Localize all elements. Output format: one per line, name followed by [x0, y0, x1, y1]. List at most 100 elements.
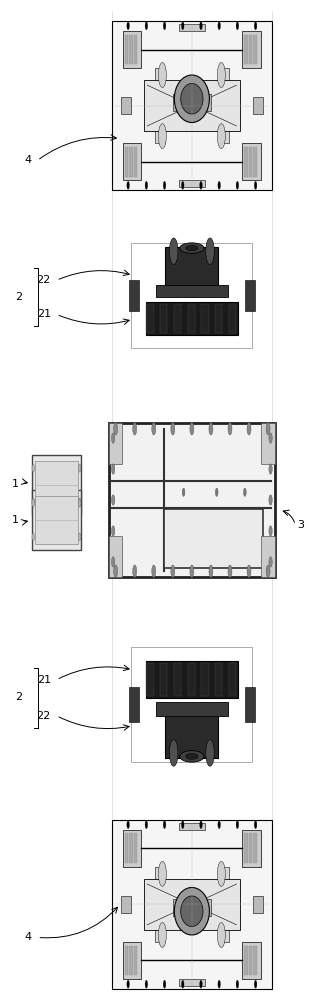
Bar: [129, 833, 133, 863]
Bar: [123, 143, 141, 180]
Bar: [253, 833, 257, 863]
Circle shape: [269, 433, 272, 443]
Ellipse shape: [180, 243, 204, 253]
Bar: [144, 879, 240, 930]
Bar: [179, 979, 204, 986]
Circle shape: [218, 980, 220, 988]
Bar: [121, 97, 131, 114]
Bar: [245, 280, 255, 311]
Circle shape: [114, 565, 118, 577]
Bar: [253, 896, 263, 913]
Bar: [134, 147, 137, 177]
Bar: [129, 35, 133, 64]
Circle shape: [78, 464, 81, 472]
Circle shape: [269, 464, 272, 474]
Circle shape: [181, 22, 184, 30]
Bar: [245, 687, 255, 722]
Circle shape: [247, 565, 251, 577]
Circle shape: [190, 565, 194, 577]
Circle shape: [217, 923, 225, 947]
Bar: [144, 80, 240, 131]
Circle shape: [127, 980, 129, 988]
Bar: [129, 280, 139, 311]
Bar: [156, 702, 228, 716]
Circle shape: [244, 488, 246, 496]
Circle shape: [254, 181, 257, 189]
Circle shape: [215, 488, 218, 496]
Bar: [123, 830, 141, 867]
Bar: [244, 147, 248, 177]
Text: 4: 4: [24, 155, 31, 165]
Circle shape: [127, 22, 129, 30]
Circle shape: [217, 861, 225, 886]
Circle shape: [269, 557, 272, 567]
Bar: [179, 823, 204, 830]
Circle shape: [32, 533, 35, 541]
Circle shape: [200, 22, 202, 30]
Circle shape: [158, 63, 166, 87]
Circle shape: [111, 433, 115, 443]
Bar: [125, 35, 128, 64]
Circle shape: [111, 464, 115, 474]
Bar: [146, 302, 238, 335]
Bar: [147, 663, 154, 696]
Bar: [173, 94, 211, 111]
Bar: [134, 35, 137, 64]
Circle shape: [32, 464, 35, 472]
Circle shape: [269, 526, 272, 536]
Circle shape: [158, 861, 166, 886]
Bar: [32, 455, 81, 515]
Circle shape: [114, 423, 118, 435]
Circle shape: [163, 980, 166, 988]
Text: 21: 21: [37, 675, 51, 685]
Circle shape: [269, 495, 272, 505]
Circle shape: [111, 526, 115, 536]
Bar: [219, 867, 228, 942]
Circle shape: [254, 821, 257, 829]
Bar: [109, 423, 275, 577]
Circle shape: [78, 499, 81, 507]
Circle shape: [152, 423, 156, 435]
Bar: [179, 24, 204, 31]
Circle shape: [236, 821, 239, 829]
Bar: [121, 896, 131, 913]
Ellipse shape: [181, 896, 203, 927]
Circle shape: [254, 980, 257, 988]
Circle shape: [254, 22, 257, 30]
Circle shape: [170, 740, 178, 766]
Bar: [156, 285, 228, 297]
Circle shape: [111, 557, 115, 567]
Bar: [109, 536, 122, 577]
Bar: [243, 143, 261, 180]
Circle shape: [163, 181, 166, 189]
Bar: [244, 35, 248, 64]
Circle shape: [266, 423, 270, 435]
Circle shape: [182, 488, 185, 496]
Circle shape: [170, 238, 178, 265]
Circle shape: [181, 181, 184, 189]
Bar: [160, 304, 167, 333]
Circle shape: [32, 499, 35, 507]
Text: 1: 1: [12, 479, 19, 489]
Ellipse shape: [180, 751, 204, 762]
FancyBboxPatch shape: [112, 820, 271, 989]
Ellipse shape: [181, 83, 203, 114]
Bar: [201, 304, 209, 333]
Bar: [173, 899, 211, 916]
Text: 4: 4: [24, 932, 31, 942]
Bar: [129, 147, 133, 177]
Bar: [188, 304, 195, 333]
Text: 2: 2: [15, 292, 22, 302]
Circle shape: [206, 740, 214, 766]
Bar: [253, 147, 257, 177]
Circle shape: [152, 565, 156, 577]
Bar: [129, 946, 133, 975]
Circle shape: [181, 980, 184, 988]
Text: 3: 3: [297, 520, 304, 530]
Circle shape: [218, 22, 220, 30]
Circle shape: [200, 821, 202, 829]
Circle shape: [236, 181, 239, 189]
Circle shape: [133, 565, 137, 577]
Circle shape: [163, 821, 166, 829]
Bar: [155, 68, 165, 143]
